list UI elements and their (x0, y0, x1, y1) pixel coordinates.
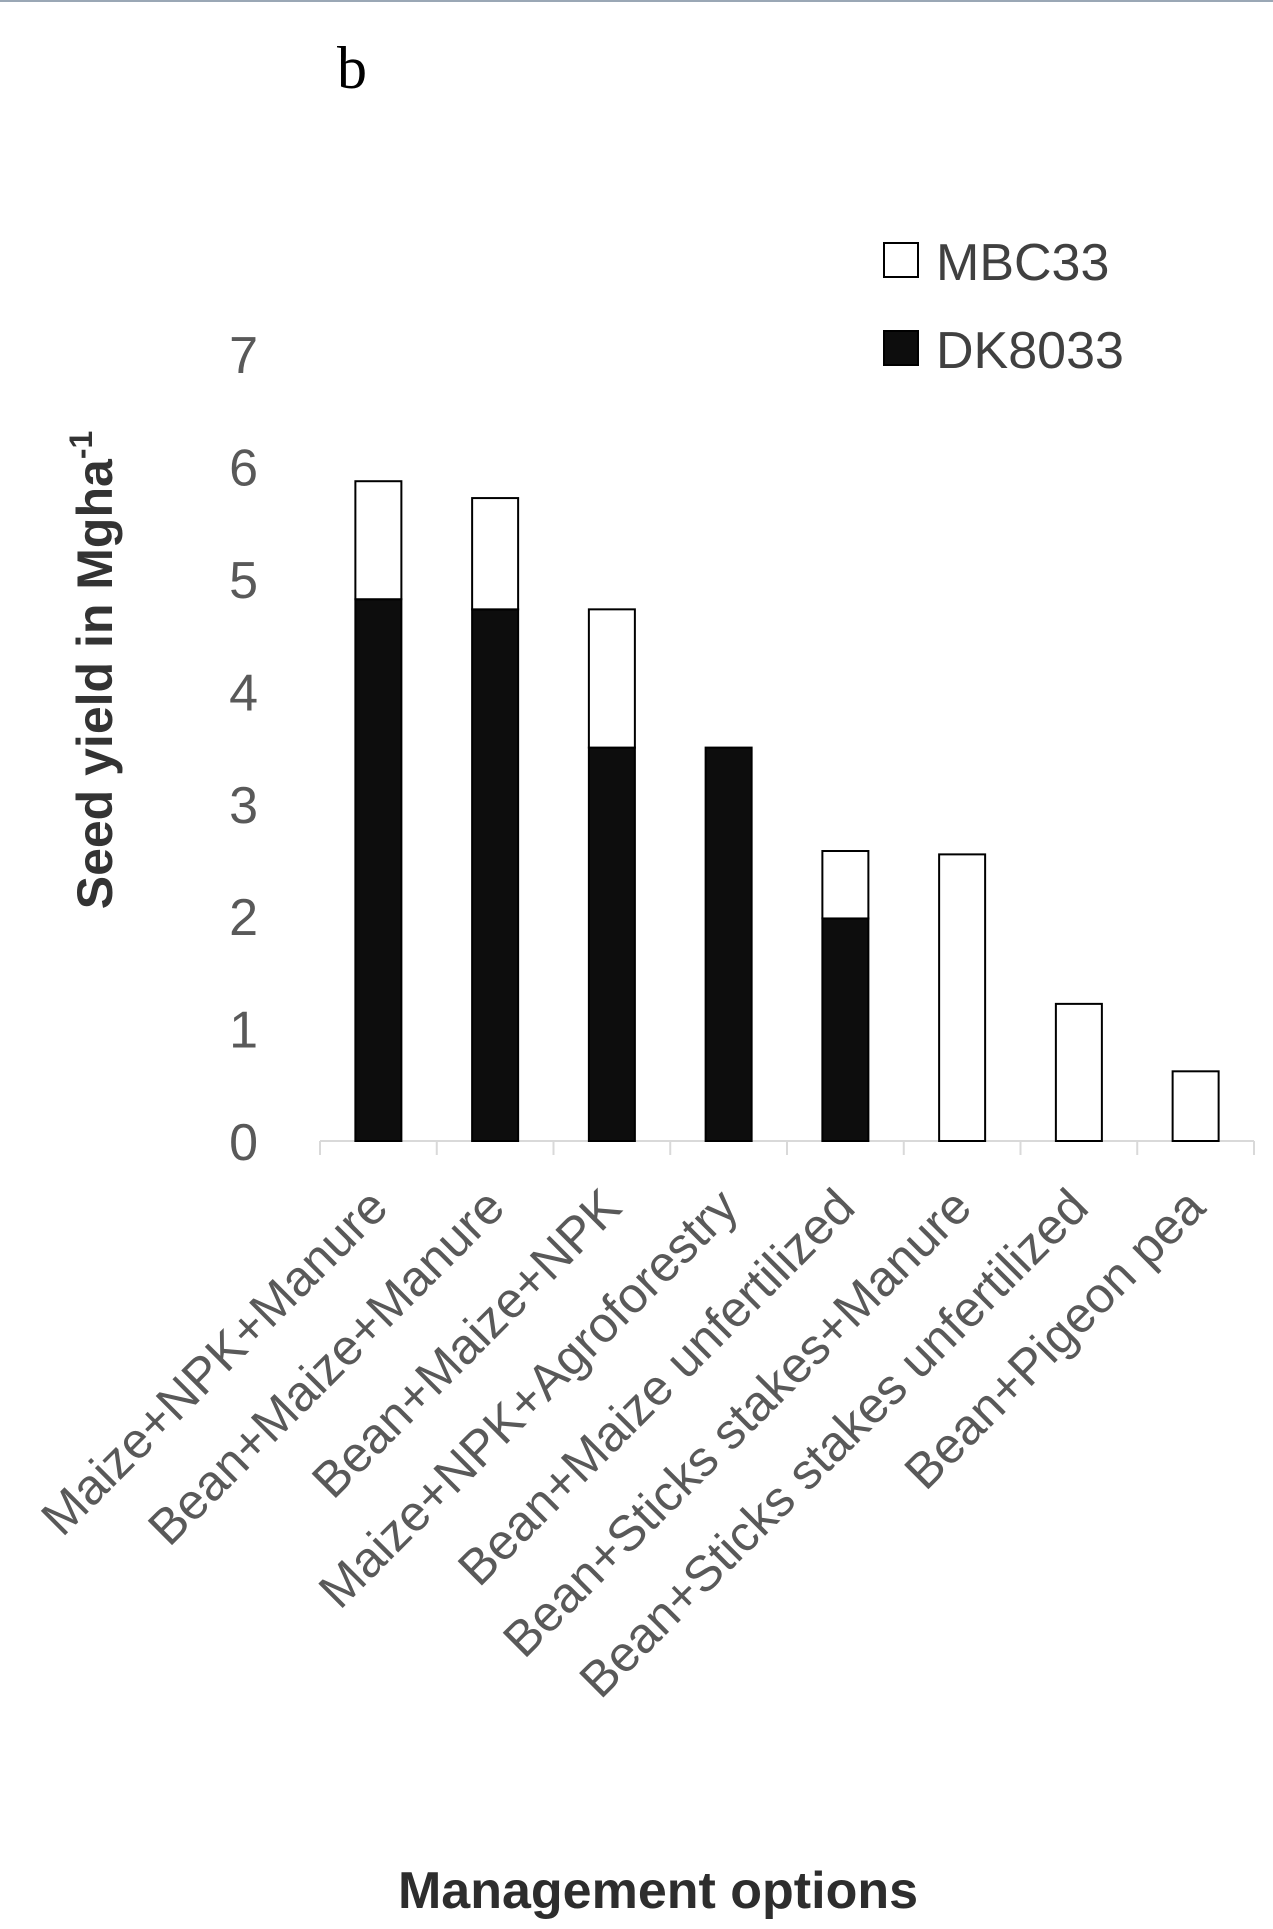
bar-dk8033-maize-npk-agroforestry (704, 746, 753, 1142)
legend-label-dk8033: DK8033 (936, 322, 1124, 380)
y-axis-title: Seed yield in Mgha-1 (63, 431, 123, 910)
bar-mbc33-bean-maize-unfertilized (821, 850, 870, 920)
bar-dk8033-bean-maize-npk (587, 746, 636, 1142)
legend-label-mbc33: MBC33 (936, 234, 1109, 292)
bar-mbc33-bean-sticks-stakes-unfertilized (1054, 1002, 1103, 1143)
bar-mbc33-maize-npk-manure (354, 480, 403, 601)
top-border (0, 0, 1273, 2)
y-tick-label: 5 (229, 552, 258, 610)
panel-label: b (337, 35, 367, 101)
legend: MBC33 DK8033 (883, 234, 1124, 380)
x-axis: Maize+NPK+ManureBean+Maize+ManureBean+Ma… (30, 1140, 1255, 1708)
y-tick-label: 0 (229, 1114, 258, 1172)
y-axis-title-text: Seed yield in Mgha (67, 458, 123, 909)
bar-dk8033-bean-maize-unfertilized (821, 917, 870, 1142)
bar-mbc33-bean-maize-npk (587, 608, 636, 749)
legend-swatch-dk8033 (883, 330, 919, 366)
bars (354, 480, 1220, 1143)
y-tick-label: 7 (229, 327, 258, 385)
y-tick-label: 3 (229, 777, 258, 835)
y-tick-label: 2 (229, 889, 258, 947)
bar-dk8033-bean-maize-manure (471, 608, 520, 1142)
y-axis: 0 1 2 3 4 5 6 7 (229, 327, 258, 1172)
bar-dk8033-maize-npk-manure (354, 598, 403, 1142)
y-tick-label: 1 (229, 1002, 258, 1060)
bar-mbc33-bean-sticks-stakes-manure (938, 853, 987, 1142)
x-axis-title: Management options (398, 1862, 918, 1920)
bar-mbc33-bean-pigeon-pea (1171, 1070, 1220, 1143)
legend-swatch-mbc33 (883, 242, 919, 278)
bar-mbc33-bean-maize-manure (471, 497, 520, 611)
y-tick-label: 4 (229, 664, 258, 722)
y-tick-label: 6 (229, 440, 258, 498)
y-axis-title-superscript: -1 (63, 431, 99, 459)
